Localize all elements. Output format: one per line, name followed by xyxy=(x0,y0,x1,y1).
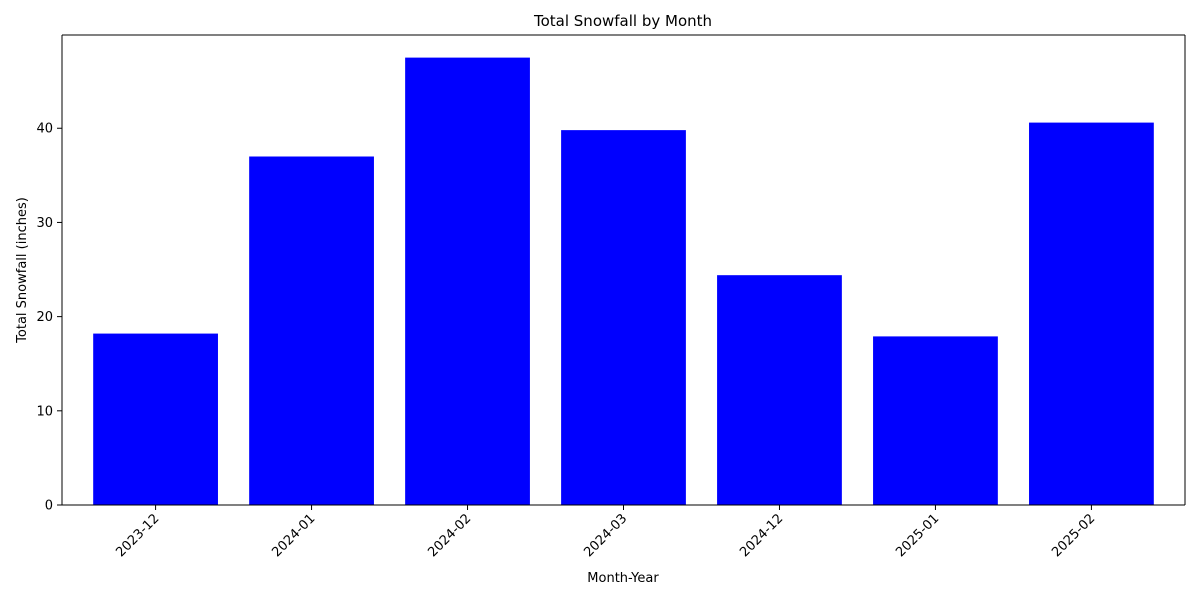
x-tick-label: 2024-03 xyxy=(581,511,630,560)
y-axis-label: Total Snowfall (inches) xyxy=(15,197,30,344)
chart-title: Total Snowfall by Month xyxy=(533,12,712,30)
x-tick-label: 2024-12 xyxy=(737,511,786,560)
y-tick-label: 40 xyxy=(36,122,53,137)
bar-2024-12 xyxy=(717,275,842,505)
y-tick-label: 10 xyxy=(36,404,53,419)
y-tick-label: 0 xyxy=(45,499,53,514)
y-tick-label: 20 xyxy=(36,310,53,325)
bar-2023-12 xyxy=(93,333,218,505)
bar-2024-03 xyxy=(561,130,686,505)
x-axis-label: Month-Year xyxy=(587,571,659,586)
bar-2024-01 xyxy=(249,156,374,505)
bar-2025-02 xyxy=(1029,122,1154,505)
x-tick-label: 2025-02 xyxy=(1049,511,1098,560)
bar-2025-01 xyxy=(873,336,998,505)
bar-2024-02 xyxy=(405,57,530,506)
x-tick-label: 2024-01 xyxy=(269,511,318,560)
x-tick-label: 2023-12 xyxy=(113,511,162,560)
plot-area: 0 10 20 30 40 2023-12 2024-01 2024-02 2024-03 202… xyxy=(36,34,1186,560)
x-tick-label: 2024-02 xyxy=(425,511,474,560)
y-tick-label: 30 xyxy=(36,216,53,231)
x-tick-label: 2025-01 xyxy=(893,511,942,560)
